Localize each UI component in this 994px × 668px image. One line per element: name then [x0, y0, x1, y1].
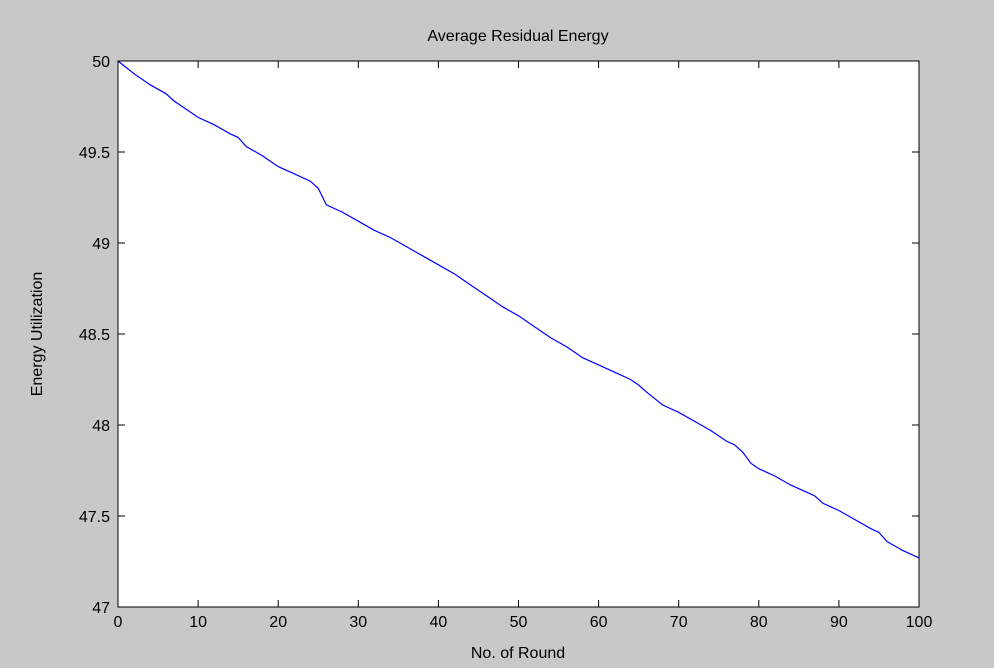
x-tick-label: 70 — [670, 614, 688, 631]
x-tick-label: 60 — [590, 614, 608, 631]
y-tick-label: 47.5 — [79, 509, 110, 526]
x-tick-label: 20 — [269, 614, 287, 631]
y-tick-label: 50 — [92, 54, 110, 71]
y-tick-label: 49 — [92, 236, 110, 253]
y-tick-label: 48 — [92, 418, 110, 435]
x-tick-label: 40 — [430, 614, 448, 631]
y-tick-label: 47 — [92, 600, 110, 617]
series-line — [117, 60, 920, 559]
chart-title: Average Residual Energy — [427, 28, 608, 45]
x-tick-label: 90 — [830, 614, 848, 631]
y-tick-label: 49.5 — [79, 145, 110, 162]
plot-area — [118, 61, 919, 607]
y-axis-label: Energy Utilization — [29, 272, 46, 397]
x-axis-label: No. of Round — [471, 645, 565, 662]
x-tick-label: 0 — [114, 614, 123, 631]
axis-ticks: 0 10 20 30 40 50 60 70 80 90 100 47 47.5 48 48.5 49 49.5… — [79, 54, 933, 631]
x-tick-label: 50 — [510, 614, 528, 631]
x-tick-label: 100 — [906, 614, 933, 631]
x-tick-label: 10 — [189, 614, 207, 631]
plot-frame — [117, 60, 920, 608]
y-tick-label: 48.5 — [79, 327, 110, 344]
x-tick-label: 30 — [349, 614, 367, 631]
x-tick-label: 80 — [750, 614, 768, 631]
